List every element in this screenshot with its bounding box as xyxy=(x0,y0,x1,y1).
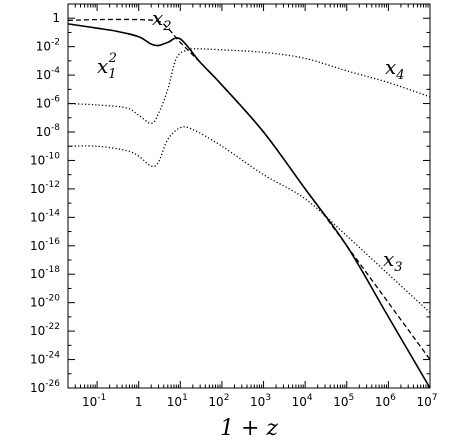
x-tick-label: 105 xyxy=(333,393,354,409)
y-tick-label: 10-12 xyxy=(30,180,60,196)
y-tick-label: 10-18 xyxy=(30,265,60,281)
series-line-x3 xyxy=(67,126,431,314)
y-tick-label: 10-26 xyxy=(30,379,60,395)
x-tick-label: 104 xyxy=(292,393,313,409)
x-axis-title: 1 + z xyxy=(220,416,278,441)
series-line-x4 xyxy=(67,48,431,125)
series-label-x2: x2 xyxy=(152,6,172,34)
y-tick-label: 10-24 xyxy=(30,351,60,367)
x-tick-label: 1 xyxy=(135,395,143,409)
y-tick-label: 1 xyxy=(52,11,60,25)
y-tick-label: 10-22 xyxy=(30,322,60,338)
y-tick-label: 10-14 xyxy=(30,208,60,224)
series-lines xyxy=(67,18,431,389)
y-tick-label: 10-16 xyxy=(30,237,60,253)
x-tick-label: 10-1 xyxy=(82,393,106,409)
x-tick-label: 103 xyxy=(250,393,271,409)
x-tick-label: 107 xyxy=(416,393,437,409)
y-tick-label: 10-10 xyxy=(30,151,60,167)
series-line-x2 xyxy=(67,18,431,360)
y-tick-label: 10-2 xyxy=(36,38,60,54)
series-label-x3: x3 xyxy=(383,247,403,275)
series-label-x1-squared: x12 xyxy=(97,51,117,82)
x-tick-label: 106 xyxy=(375,393,396,409)
y-tick-label: 10-4 xyxy=(36,66,61,82)
axis-ticks xyxy=(67,4,431,389)
y-tick-label: 10-6 xyxy=(36,95,61,111)
series-label-x4: x4 xyxy=(385,55,405,83)
plot-frame xyxy=(67,3,431,389)
tick-labels: 10-1 1 101 102 103 104 105 106 107 1 10-2 10-4 10-6 1… xyxy=(30,11,437,409)
x-tick-label: 101 xyxy=(167,393,188,409)
y-tick-label: 10-8 xyxy=(36,123,61,139)
y-tick-label: 10-20 xyxy=(30,294,60,310)
x-tick-label: 102 xyxy=(208,393,229,409)
